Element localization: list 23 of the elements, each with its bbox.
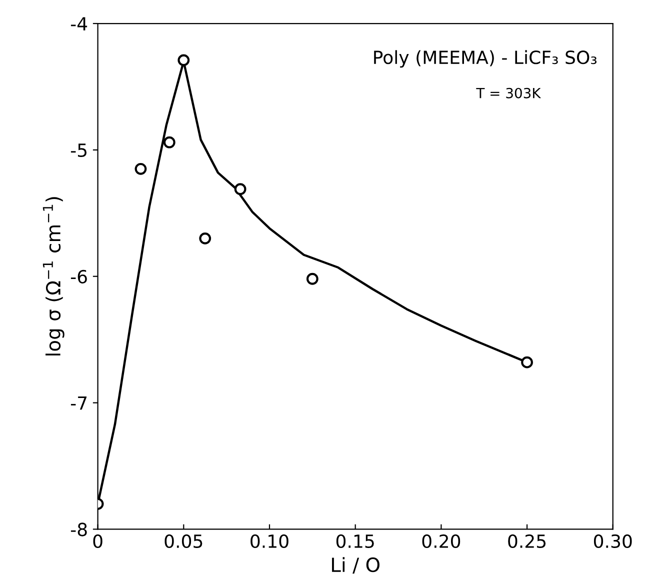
y-axis-title: log σ (Ω$^{−1}$ cm$^{−1}$): [42, 197, 64, 356]
point: [163, 136, 176, 148]
point: [234, 183, 246, 196]
x-axis-title: Li / O: [332, 557, 380, 574]
annotation: Poly (MEEMA) - LiCF₃ SO₃: [374, 50, 597, 68]
point: [178, 54, 190, 66]
x-tick-label: 0.25: [508, 534, 546, 548]
y-tick-label: -5: [70, 144, 86, 158]
point: [199, 232, 212, 244]
point: [521, 356, 533, 368]
x-tick-label: 0.10: [250, 534, 288, 548]
point: [306, 272, 318, 285]
x-tick-label: 0.30: [594, 534, 632, 548]
x-tick-label: 0.15: [336, 534, 374, 548]
y-tick-label: -4: [70, 17, 88, 30]
y-tick-label: -8: [70, 522, 87, 536]
x-tick-label: 0: [93, 534, 102, 548]
annotation: T = 303K: [476, 88, 542, 98]
y-tick-label: -6: [70, 270, 87, 284]
x-tick-label: 0.20: [422, 534, 460, 548]
point: [134, 162, 147, 175]
y-tick-label: -7: [70, 396, 87, 410]
x-tick-label: 0.05: [164, 534, 202, 548]
